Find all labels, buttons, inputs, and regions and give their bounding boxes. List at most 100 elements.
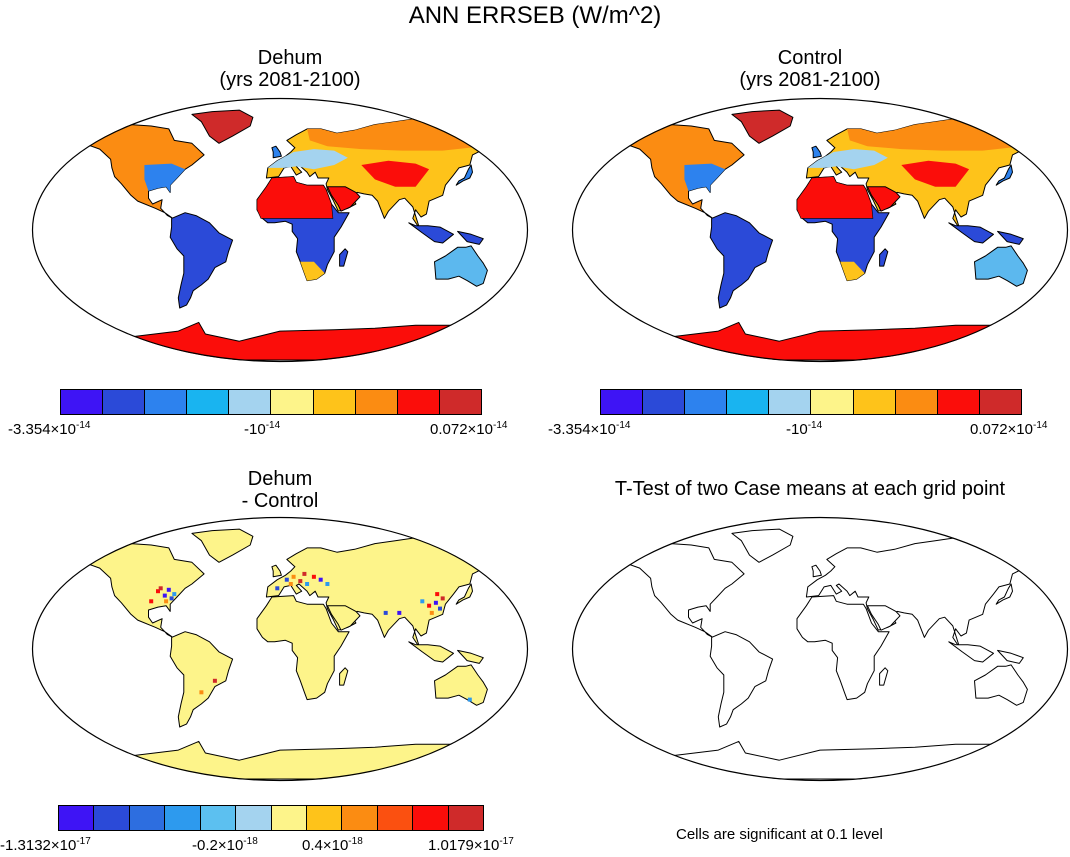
cbar-dehum-label-max: 0.072×10-14 bbox=[430, 420, 508, 438]
map-diff-greenland bbox=[191, 528, 254, 563]
ttest-note: Cells are significant at 0.1 level bbox=[676, 826, 883, 843]
cbar-diff-label-min: -1.3132×10-17 bbox=[0, 836, 91, 854]
map-control bbox=[571, 97, 1069, 363]
map-ttest-arabia bbox=[866, 605, 901, 631]
colorbar-control-swatch-0 bbox=[601, 390, 644, 414]
map-dehum-uk bbox=[271, 145, 282, 159]
map-dehum-central-asia-region bbox=[361, 160, 430, 187]
cbar-diff-label-2: -0.2×10-18 bbox=[192, 836, 258, 854]
map-diff-anomaly-cell bbox=[298, 579, 303, 584]
map-diff-anomaly-cell bbox=[325, 582, 330, 586]
colorbar-diff-swatch-8 bbox=[342, 806, 378, 830]
map-ttest-south-america bbox=[709, 631, 774, 728]
map-control-map-outline bbox=[571, 97, 1069, 363]
map-diff-anomaly-cell bbox=[288, 582, 293, 586]
map-diff-anomaly-cell bbox=[172, 592, 177, 597]
map-diff-anomaly-cell bbox=[156, 589, 160, 594]
map-dehum-new-guinea bbox=[457, 230, 484, 245]
map-dehum-indonesia bbox=[408, 222, 454, 244]
colorbar-control bbox=[600, 389, 1022, 415]
map-diff-anomaly-cell bbox=[429, 610, 434, 615]
map-diff-anomaly-cell bbox=[162, 593, 167, 598]
colorbar-control-swatch-7 bbox=[895, 390, 938, 414]
map-diff-anomaly-cell bbox=[427, 603, 432, 608]
map-dehum-new-zealand bbox=[505, 278, 522, 297]
map-dehum-southern-africa-region bbox=[300, 261, 325, 281]
map-ttest-greenland bbox=[731, 528, 794, 563]
map-control-south-america bbox=[709, 212, 774, 309]
figure-title: ANN ERRSEB (W/m^2) bbox=[408, 2, 662, 29]
colorbar-dehum-swatch-6 bbox=[313, 390, 356, 414]
map-diff-anomaly-cell bbox=[158, 586, 163, 591]
map-diff-anomaly-cell bbox=[433, 600, 438, 605]
panel-title-ttest: T-Test of two Case means at each grid po… bbox=[614, 478, 1006, 500]
map-dehum-north-america bbox=[55, 124, 205, 219]
map-dehum-arabia bbox=[326, 186, 361, 212]
map-ttest-indonesia bbox=[948, 641, 994, 663]
colorbar-dehum-swatch-3 bbox=[187, 390, 230, 414]
map-diff-anomaly-cell bbox=[420, 599, 425, 604]
map-diff-new-guinea bbox=[457, 649, 484, 664]
colorbar-dehum-swatch-4 bbox=[229, 390, 272, 414]
map-dehum-europe-region bbox=[267, 149, 348, 170]
map-diff-anomaly-cell bbox=[397, 610, 402, 615]
map-diff-madagascar bbox=[339, 667, 349, 686]
panel-title-dehum: Dehum (yrs 2081-2100) bbox=[40, 47, 540, 91]
map-diff-australia bbox=[434, 664, 488, 706]
colorbar-diff-swatch-5 bbox=[236, 806, 272, 830]
map-dehum-sahara-region bbox=[256, 176, 334, 219]
map-diff-anomaly-cell bbox=[166, 587, 171, 592]
map-diff-japan bbox=[455, 583, 473, 605]
panel-title-diff: Dehum - Control bbox=[30, 468, 530, 512]
map-diff-north-america bbox=[55, 543, 205, 638]
colorbar-control-swatch-8 bbox=[937, 390, 980, 414]
colorbar-diff-swatch-0 bbox=[59, 806, 95, 830]
colorbar-control-swatch-9 bbox=[979, 390, 1021, 414]
map-control-central-asia-region bbox=[901, 160, 970, 187]
map-dehum-greenland bbox=[191, 109, 254, 144]
map-diff-anomaly-cell bbox=[149, 599, 154, 604]
colorbar-dehum-swatch-5 bbox=[271, 390, 314, 414]
map-diff-uk bbox=[271, 564, 282, 578]
colorbar-diff-swatch-4 bbox=[200, 806, 237, 830]
map-ttest-new-zealand bbox=[1045, 697, 1062, 716]
colorbar-dehum-swatch-1 bbox=[103, 390, 146, 414]
map-control-indonesia bbox=[948, 222, 994, 244]
map-diff bbox=[31, 516, 529, 782]
colorbar-control-swatch-2 bbox=[685, 390, 728, 414]
colorbar-diff-swatch-3 bbox=[165, 806, 201, 830]
map-dehum-japan bbox=[455, 164, 473, 186]
map-diff-anomaly-cell bbox=[438, 606, 442, 611]
map-diff-anomaly-cell bbox=[199, 690, 204, 695]
map-control-north-america bbox=[595, 124, 745, 219]
panel-title-diff-line2: - Control bbox=[241, 490, 319, 512]
map-control-uk bbox=[811, 145, 822, 159]
map-ttest-africa bbox=[796, 595, 890, 701]
map-ttest-new-guinea bbox=[997, 649, 1024, 664]
colorbar-dehum bbox=[60, 389, 482, 415]
map-control-australia bbox=[974, 245, 1028, 287]
colorbar-diff-swatch-7 bbox=[306, 806, 343, 830]
colorbar-dehum-swatch-9 bbox=[439, 390, 481, 414]
map-ttest-uk bbox=[811, 564, 822, 578]
colorbar-dehum-swatch-2 bbox=[145, 390, 188, 414]
colorbar-diff-swatch-6 bbox=[271, 806, 307, 830]
map-diff-anomaly-cell bbox=[212, 678, 217, 683]
map-diff-anomaly-cell bbox=[275, 586, 280, 591]
map-diff-anomaly-cell bbox=[284, 577, 289, 582]
map-diff-anomaly-cell bbox=[467, 697, 472, 702]
map-control-new-guinea bbox=[997, 230, 1024, 245]
map-control-southern-africa-region bbox=[840, 261, 865, 281]
colorbar-diff-swatch-1 bbox=[94, 806, 130, 830]
map-control-greenland bbox=[731, 109, 794, 144]
colorbar-dehum-swatch-0 bbox=[61, 390, 104, 414]
map-dehum-madagascar bbox=[339, 248, 349, 267]
map-ttest bbox=[571, 516, 1069, 782]
panel-title-control-line1: Control bbox=[777, 47, 843, 69]
colorbar-control-swatch-6 bbox=[853, 390, 896, 414]
map-diff-anomaly-cell bbox=[302, 571, 307, 576]
map-control-eastern-us-region bbox=[684, 163, 726, 193]
cbar-diff-label-3: 0.4×10-18 bbox=[302, 836, 363, 854]
colorbar-control-swatch-1 bbox=[643, 390, 686, 414]
map-diff-anomaly-cell bbox=[435, 592, 440, 597]
